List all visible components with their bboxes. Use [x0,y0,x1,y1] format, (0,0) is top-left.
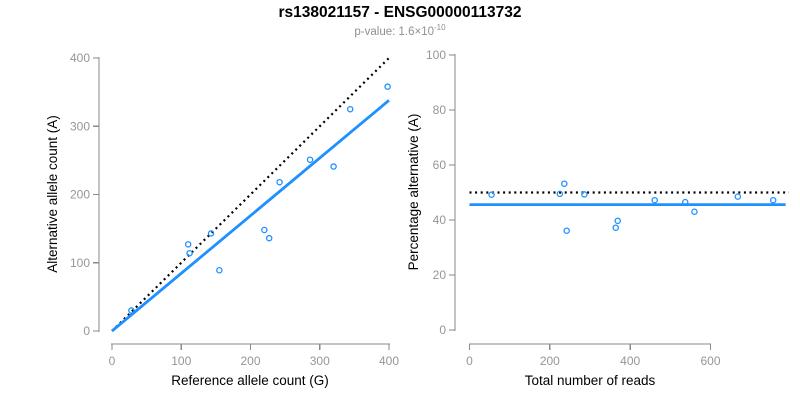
data-point [276,178,283,186]
y-tick-label: 100 [70,256,90,270]
data-point [306,156,314,163]
x-tick-label: 200 [540,354,560,368]
y-tick-label: 200 [70,188,90,202]
y-tick-label: 40 [433,213,447,227]
y-axis-title: Percentage alternative (A) [406,114,421,271]
data-point [261,226,268,234]
y-tick-label: 80 [433,103,447,117]
y-tick-label: 60 [433,158,447,172]
data-point [563,227,570,234]
data-point [769,196,777,204]
data-point [651,196,658,204]
data-point [612,224,619,231]
data-point [346,105,354,113]
p-value-exponent: -10 [434,23,446,32]
x-axis-title: Reference allele count (G) [171,373,329,388]
x-tick-label: 400 [620,354,640,368]
data-point [384,83,391,90]
y-tick-label: 100 [426,48,446,62]
data-point [184,241,192,248]
y-tick-label: 20 [433,268,447,282]
p-value-text: p-value: 1.6×10 [354,25,435,38]
data-point [186,249,193,257]
data-point [734,193,742,200]
x-tick-label: 400 [379,354,399,368]
data-point [681,198,689,206]
y-tick-label: 0 [83,324,90,338]
data-point [614,217,621,225]
y-tick-label: 0 [439,323,446,337]
y-tick-label: 400 [70,51,90,65]
data-point [691,208,698,215]
data-point [330,163,337,170]
x-tick-label: 300 [310,354,330,368]
identity-line [111,57,390,332]
data-point [488,191,495,198]
data-point [561,180,568,187]
data-point [265,234,273,242]
data-point [128,307,135,314]
x-tick-label: 600 [701,354,721,368]
left-scatter-panel: 0 100 200 300 400 0 100 200 300 400 Reference alle… [45,51,399,388]
x-tick-label: 100 [171,354,191,368]
data-point [581,191,588,198]
data-point [556,190,564,198]
x-tick-label: 0 [109,354,116,368]
data-point [216,267,223,274]
chart-title: rs138021157 - ENSG00000113732 [278,4,522,21]
y-tick-label: 300 [70,119,90,133]
x-axis-title: Total number of reads [525,373,656,388]
y-axis-title: Alternative allele count (A) [45,115,60,273]
x-tick-label: 200 [240,354,260,368]
x-tick-label: 0 [466,354,473,368]
fit-line [111,99,390,333]
right-scatter-panel: 0 20 40 60 80 100 0 200 400 600 Total number of re… [406,48,789,388]
data-point [207,230,215,237]
chart-subtitle: p-value: 1.6×10-10 [0,23,800,38]
